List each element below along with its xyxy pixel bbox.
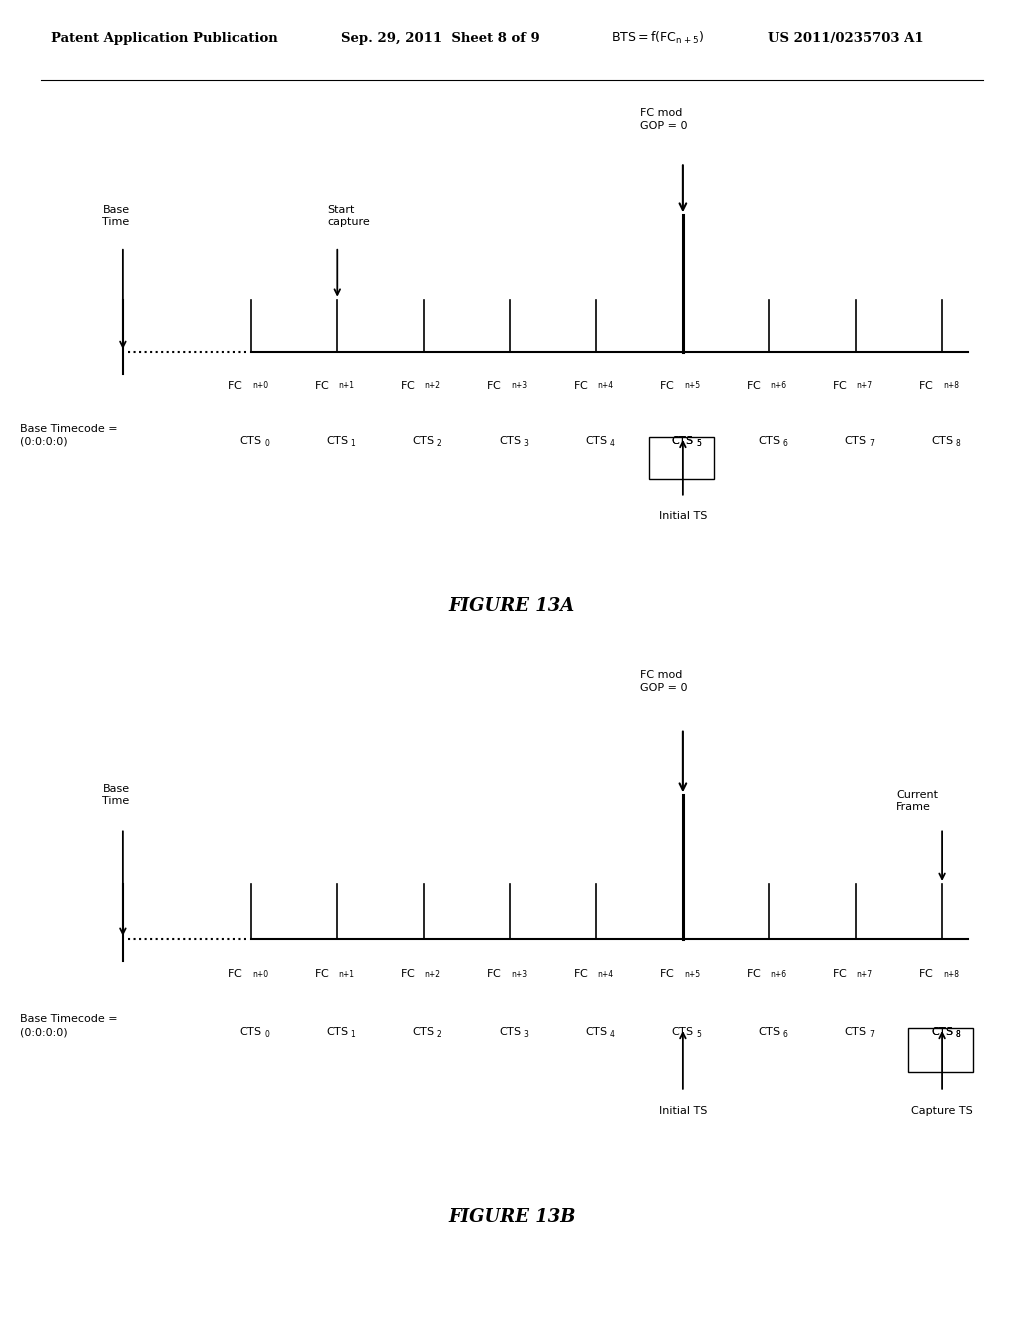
Text: $\mathrm{CTS}$: $\mathrm{CTS}$ [326, 434, 349, 446]
Text: $\mathrm{FC}$: $\mathrm{FC}$ [831, 379, 848, 391]
Text: 5: 5 [696, 438, 701, 447]
Text: $\mathrm{CTS}$: $\mathrm{CTS}$ [585, 434, 608, 446]
Text: Initial TS: Initial TS [658, 511, 707, 521]
Text: $\mathrm{FC}$: $\mathrm{FC}$ [572, 379, 588, 391]
Text: 3: 3 [523, 438, 528, 447]
Text: Current
Frame: Current Frame [896, 789, 938, 812]
Text: $\mathrm{CTS}$: $\mathrm{CTS}$ [931, 1026, 953, 1038]
Text: n+4: n+4 [598, 381, 613, 391]
Text: $\mathrm{FC}$: $\mathrm{FC}$ [659, 968, 675, 979]
Text: n+8: n+8 [943, 970, 959, 979]
Text: 6: 6 [782, 1030, 787, 1039]
Text: Base
Time: Base Time [102, 205, 130, 227]
Text: 4: 4 [610, 1030, 614, 1039]
Text: 2: 2 [437, 438, 441, 447]
Text: $\mathrm{FC}$: $\mathrm{FC}$ [919, 968, 934, 979]
Text: n+4: n+4 [598, 970, 613, 979]
Text: 7: 7 [869, 438, 873, 447]
Text: 8: 8 [955, 1030, 961, 1039]
Text: FC mod
GOP = 0: FC mod GOP = 0 [640, 671, 687, 693]
Text: n+6: n+6 [770, 381, 786, 391]
Text: 5: 5 [696, 438, 701, 447]
Text: n+2: n+2 [425, 970, 440, 979]
Text: n+1: n+1 [338, 381, 354, 391]
Text: Patent Application Publication: Patent Application Publication [51, 32, 278, 45]
Text: 5: 5 [696, 1030, 701, 1039]
Bar [649, 437, 714, 479]
Text: n+7: n+7 [857, 970, 872, 979]
Text: 7: 7 [869, 1030, 873, 1039]
Text: n+1: n+1 [338, 970, 354, 979]
Text: n+3: n+3 [511, 970, 527, 979]
Text: 6: 6 [782, 438, 787, 447]
Text: $\mathrm{CTS}$: $\mathrm{CTS}$ [499, 1026, 521, 1038]
Text: $\mathrm{CTS}$: $\mathrm{CTS}$ [240, 1026, 262, 1038]
Text: $\mathrm{CTS}$: $\mathrm{CTS}$ [844, 434, 867, 446]
Text: Initial TS: Initial TS [658, 1106, 707, 1115]
Text: $\mathrm{CTS}$: $\mathrm{CTS}$ [758, 434, 781, 446]
Text: Capture TS: Capture TS [911, 1106, 973, 1115]
Text: $\mathrm{BTS = f(FC_{n+5})}$: $\mathrm{BTS = f(FC_{n+5})}$ [611, 30, 705, 46]
Text: 1: 1 [350, 1030, 355, 1039]
Text: $\mathrm{FC}$: $\mathrm{FC}$ [745, 968, 761, 979]
Text: 4: 4 [610, 438, 614, 447]
Text: $\mathrm{CTS}$: $\mathrm{CTS}$ [326, 1026, 349, 1038]
Text: n+7: n+7 [857, 381, 872, 391]
Text: $\mathrm{FC}$: $\mathrm{FC}$ [313, 968, 329, 979]
Text: 3: 3 [523, 1030, 528, 1039]
Text: $\mathrm{FC}$: $\mathrm{FC}$ [659, 379, 675, 391]
Text: $\mathrm{FC}$: $\mathrm{FC}$ [572, 968, 588, 979]
Text: $\mathrm{FC}$: $\mathrm{FC}$ [227, 379, 243, 391]
Text: Base Timecode =
(0:0:0:0): Base Timecode = (0:0:0:0) [20, 1014, 118, 1038]
Text: n+0: n+0 [252, 381, 268, 391]
Text: $\mathrm{CTS}$: $\mathrm{CTS}$ [499, 434, 521, 446]
Text: $\mathrm{CTS}$: $\mathrm{CTS}$ [412, 1026, 435, 1038]
Text: $\mathrm{CTS}$: $\mathrm{CTS}$ [585, 1026, 608, 1038]
Text: $\mathrm{FC}$: $\mathrm{FC}$ [486, 379, 502, 391]
Text: n+2: n+2 [425, 381, 440, 391]
Text: $\mathrm{FC}$: $\mathrm{FC}$ [313, 379, 329, 391]
Text: n+5: n+5 [684, 381, 700, 391]
Text: $\mathrm{CTS}$: $\mathrm{CTS}$ [672, 1026, 694, 1038]
Text: $\mathrm{FC}$: $\mathrm{FC}$ [745, 379, 761, 391]
Text: 8: 8 [955, 1030, 961, 1039]
Text: $\mathrm{CTS}$: $\mathrm{CTS}$ [672, 434, 694, 446]
Text: 2: 2 [437, 1030, 441, 1039]
Text: 0: 0 [264, 438, 269, 447]
Text: 8: 8 [955, 438, 961, 447]
Text: $\mathrm{FC}$: $\mathrm{FC}$ [831, 968, 848, 979]
Text: n+3: n+3 [511, 381, 527, 391]
Text: US 2011/0235703 A1: US 2011/0235703 A1 [768, 32, 924, 45]
Text: 0: 0 [264, 1030, 269, 1039]
Text: Base
Time: Base Time [102, 784, 130, 807]
Text: $\mathrm{CTS}$: $\mathrm{CTS}$ [240, 434, 262, 446]
Text: $\mathrm{CTS}$: $\mathrm{CTS}$ [931, 434, 953, 446]
Text: $\mathrm{CTS}$: $\mathrm{CTS}$ [412, 434, 435, 446]
Text: n+0: n+0 [252, 970, 268, 979]
Text: n+6: n+6 [770, 970, 786, 979]
Text: Sep. 29, 2011  Sheet 8 of 9: Sep. 29, 2011 Sheet 8 of 9 [341, 32, 540, 45]
Text: $\mathrm{FC}$: $\mathrm{FC}$ [486, 968, 502, 979]
Bar [908, 1028, 973, 1072]
Text: FIGURE 13A: FIGURE 13A [449, 597, 575, 615]
Text: Base Timecode =
(0:0:0:0): Base Timecode = (0:0:0:0) [20, 424, 118, 447]
Text: $\mathrm{CTS}$: $\mathrm{CTS}$ [931, 1026, 953, 1038]
Text: $\mathrm{FC}$: $\mathrm{FC}$ [919, 379, 934, 391]
Text: FIGURE 13B: FIGURE 13B [449, 1208, 575, 1225]
Text: $\mathrm{FC}$: $\mathrm{FC}$ [400, 968, 416, 979]
Text: $\mathrm{CTS}$: $\mathrm{CTS}$ [672, 434, 694, 446]
Text: $\mathrm{CTS}$: $\mathrm{CTS}$ [758, 1026, 781, 1038]
Text: FC mod
GOP = 0: FC mod GOP = 0 [640, 108, 687, 131]
Text: $\mathrm{FC}$: $\mathrm{FC}$ [227, 968, 243, 979]
Text: 1: 1 [350, 438, 355, 447]
Text: n+8: n+8 [943, 381, 959, 391]
Text: n+5: n+5 [684, 970, 700, 979]
Text: $\mathrm{CTS}$: $\mathrm{CTS}$ [844, 1026, 867, 1038]
Text: Start
capture: Start capture [327, 205, 370, 227]
Text: $\mathrm{FC}$: $\mathrm{FC}$ [400, 379, 416, 391]
